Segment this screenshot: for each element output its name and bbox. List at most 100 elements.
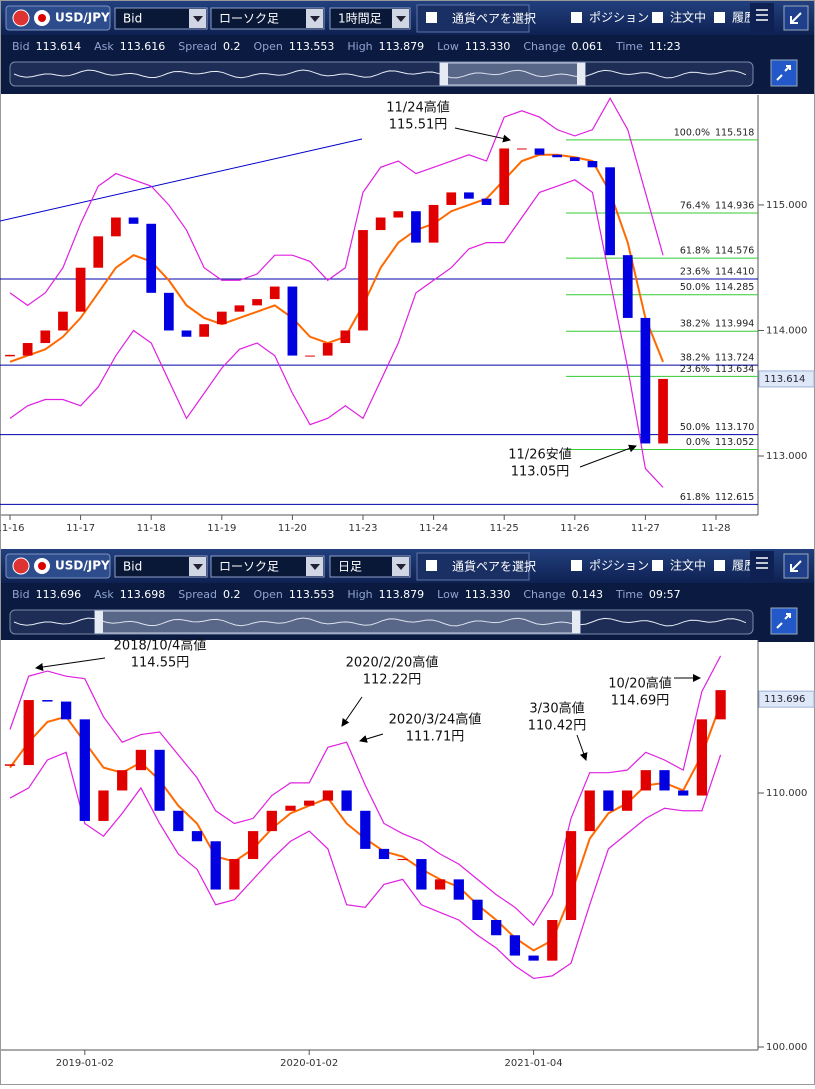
- candle: [23, 700, 34, 766]
- navigator-handle[interactable]: [95, 611, 103, 633]
- menu-button[interactable]: [750, 3, 774, 33]
- candle: [60, 701, 72, 720]
- annotation: 2020/3/24高値: [389, 712, 482, 728]
- plot-area: [1, 95, 758, 515]
- fib-pct: 61.8%: [680, 246, 710, 257]
- candle: [216, 311, 227, 325]
- collapse-button[interactable]: [783, 553, 809, 579]
- quote-value: 0.061: [571, 40, 603, 53]
- quote-value: 113.553: [289, 40, 335, 53]
- zoom-button[interactable]: [770, 59, 798, 87]
- checkbox[interactable]: [714, 12, 725, 23]
- annotation-arrow: [454, 127, 511, 143]
- x-tick-label: 11-20: [278, 523, 307, 534]
- candle: [464, 192, 474, 199]
- checkbox[interactable]: [714, 560, 725, 571]
- candle: [252, 299, 262, 306]
- quote-value: 0.2: [223, 40, 241, 53]
- zoom-button[interactable]: [770, 607, 798, 635]
- quote-label: Open: [253, 588, 282, 601]
- navigator-window[interactable]: [94, 610, 581, 634]
- checkbox[interactable]: [571, 560, 582, 571]
- quote-value: 113.616: [120, 40, 166, 53]
- candle: [154, 749, 165, 811]
- select[interactable]: [114, 7, 208, 30]
- checkbox[interactable]: [426, 560, 437, 571]
- checkbox[interactable]: [571, 12, 582, 23]
- x-tick-label: 11-18: [137, 523, 166, 534]
- annotation: 11/26安値: [508, 447, 571, 463]
- candle: [565, 831, 577, 921]
- select[interactable]: [114, 555, 208, 578]
- select-arrow: [396, 16, 406, 22]
- y-tick-label: 114.000: [766, 325, 807, 336]
- y-tick-label: 113.000: [766, 451, 807, 462]
- check-label: ポジション: [589, 559, 649, 573]
- checkbox[interactable]: [652, 12, 663, 23]
- annotation-arrow: [359, 733, 384, 743]
- select-value: ローソク足: [219, 12, 279, 26]
- fib-price: 113.170: [715, 422, 754, 433]
- annotation: 114.69円: [611, 694, 670, 709]
- pair-button[interactable]: [5, 5, 111, 31]
- candle: [416, 859, 427, 890]
- candle: [453, 879, 464, 900]
- annotation-arrow: [579, 444, 637, 468]
- price-tag-label: 113.614: [764, 374, 805, 385]
- jp-dot: [38, 14, 46, 22]
- select[interactable]: [210, 555, 325, 578]
- fib-price: 112.615: [715, 492, 754, 503]
- y-tick-label: 100.000: [766, 1042, 807, 1053]
- navigator-handle[interactable]: [572, 611, 580, 633]
- candle: [547, 920, 558, 961]
- fib-price: 113.724: [715, 353, 754, 364]
- bollinger-band: [9, 97, 664, 307]
- select-value: 日足: [338, 560, 362, 574]
- fib-pct: 38.2%: [680, 319, 710, 330]
- candle: [173, 810, 184, 832]
- pair-select-label: 通貨ペアを選択: [452, 559, 536, 574]
- checkbox[interactable]: [426, 12, 437, 23]
- select[interactable]: [210, 7, 325, 30]
- check-label: 注文中: [670, 10, 706, 25]
- quote-label: Time: [615, 588, 643, 601]
- quote-label: Low: [437, 40, 459, 53]
- select-arrow: [193, 564, 203, 570]
- y-tick-label: 115.000: [766, 200, 807, 211]
- fib-pct: 61.8%: [680, 492, 710, 503]
- select[interactable]: [329, 555, 411, 578]
- quote-label: Low: [437, 588, 459, 601]
- navigator-window[interactable]: [439, 62, 586, 86]
- candle: [22, 343, 33, 356]
- annotation: 110.42円: [528, 719, 587, 734]
- annotation: 2018/10/4高値: [114, 638, 207, 654]
- candle: [40, 330, 51, 344]
- pair-select-label: 通貨ペアを選択: [452, 11, 536, 26]
- quote-label: High: [347, 40, 372, 53]
- pair-button[interactable]: [5, 553, 111, 579]
- fib-price: 114.576: [715, 246, 754, 257]
- candle: [340, 330, 351, 344]
- checkbox[interactable]: [652, 560, 663, 571]
- plot: [0, 97, 758, 505]
- quote-value: 09:57: [649, 588, 681, 601]
- select-value: Bid: [123, 12, 142, 26]
- navigator-handle[interactable]: [440, 63, 448, 85]
- candle: [181, 330, 192, 337]
- check-label: 注文中: [670, 558, 706, 573]
- navigator-handle[interactable]: [577, 63, 585, 85]
- quote-value: 113.698: [120, 588, 166, 601]
- us-flag: [12, 557, 30, 575]
- candle: [247, 831, 259, 860]
- fib-pct: 50.0%: [680, 422, 710, 433]
- select-arrow: [396, 564, 406, 570]
- candle: [528, 955, 539, 961]
- fib-price: 114.936: [715, 200, 754, 211]
- collapse-button[interactable]: [783, 5, 809, 31]
- menu-button[interactable]: [750, 551, 774, 581]
- collapse-icon: [790, 560, 802, 572]
- select[interactable]: [329, 7, 411, 30]
- candle: [584, 790, 595, 832]
